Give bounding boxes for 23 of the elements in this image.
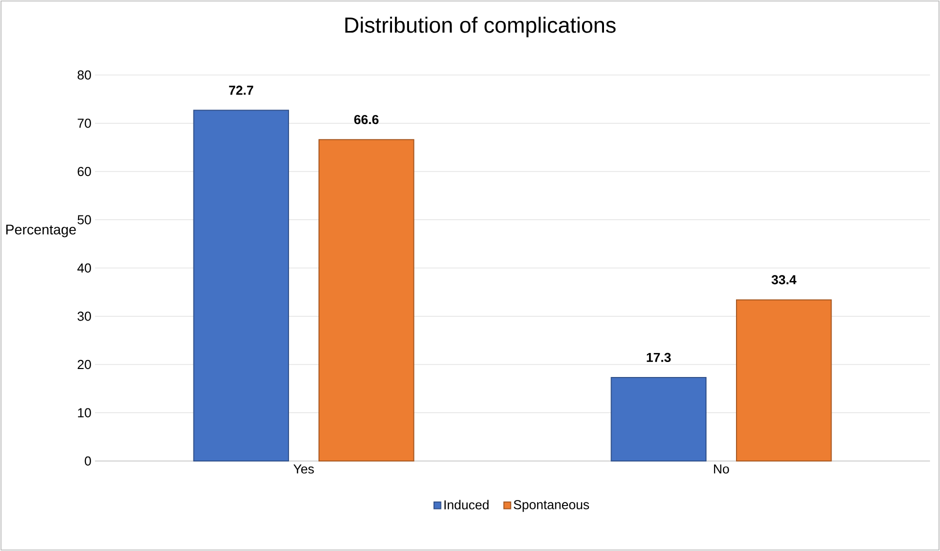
data-label: 33.4 (772, 275, 796, 284)
y-tick-label: 20 (78, 360, 91, 370)
y-tick-label: 0 (84, 456, 91, 466)
y-tick-label: 50 (78, 215, 91, 224)
bar (193, 110, 290, 462)
bar (318, 139, 414, 462)
x-tick-label: Yes (293, 464, 314, 474)
y-tick-label: 80 (78, 70, 91, 80)
legend-label: Induced (444, 500, 489, 510)
data-label: 72.7 (229, 86, 254, 95)
chart-title: Distribution of complications (345, 16, 616, 38)
y-tick-label: 30 (78, 312, 91, 321)
x-tick-label: No (714, 464, 729, 474)
y-tick-label: 70 (78, 118, 91, 128)
data-label: 66.6 (354, 114, 379, 124)
y-tick-label: 10 (78, 408, 91, 418)
data-label: 17.3 (646, 352, 671, 362)
y-tick-label: 60 (78, 166, 91, 176)
y-tick-label: 40 (77, 263, 91, 273)
bar (736, 299, 832, 462)
bar (610, 377, 707, 462)
legend-label: Spontaneous (514, 500, 590, 512)
y-axis-title: Percentage (6, 224, 76, 238)
